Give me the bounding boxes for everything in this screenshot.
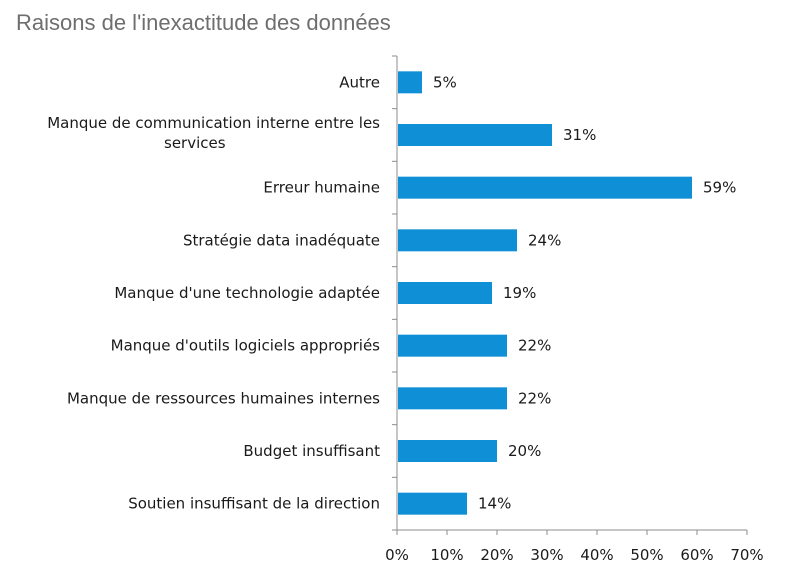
bar (398, 176, 692, 199)
data-label: 24% (528, 231, 561, 249)
data-label: 19% (503, 284, 536, 302)
x-tick-label: 0% (385, 546, 409, 564)
x-tick-label: 40% (580, 546, 613, 564)
chart-title: Raisons de l'inexactitude des données (16, 10, 391, 35)
category-label: Budget insuffisant (243, 442, 380, 460)
bar (398, 282, 492, 304)
category-label: Autre (339, 73, 380, 91)
category-label: Manque de communication interne entre le… (47, 114, 380, 132)
category-label: Manque d'une technologie adaptée (114, 284, 380, 302)
data-label: 5% (433, 73, 457, 91)
x-tick-label: 50% (630, 546, 663, 564)
category-label: Manque d'outils logiciels appropriés (111, 337, 381, 355)
data-label: 20% (508, 442, 541, 460)
category-label: Stratégie data inadéquate (183, 231, 380, 249)
bar (398, 71, 422, 94)
data-label: 22% (518, 389, 551, 407)
bar (398, 387, 507, 410)
bar (398, 334, 507, 357)
category-label: Soutien insuffisant de la direction (128, 495, 380, 513)
data-label: 31% (563, 126, 596, 144)
bar (398, 492, 467, 515)
x-tick-label: 70% (730, 546, 763, 564)
category-label: Erreur humaine (263, 179, 380, 197)
x-tick-label: 20% (480, 546, 513, 564)
bar (398, 440, 497, 462)
category-label: services (164, 134, 226, 152)
x-tick-label: 60% (680, 546, 713, 564)
x-tick-label: 10% (430, 546, 463, 564)
x-tick-label: 30% (530, 546, 563, 564)
data-label: 59% (703, 179, 736, 197)
data-label: 14% (478, 495, 511, 513)
data-label: 22% (518, 337, 551, 355)
category-label: Manque de ressources humaines internes (67, 389, 380, 407)
bar (398, 229, 517, 252)
bar (398, 124, 552, 146)
